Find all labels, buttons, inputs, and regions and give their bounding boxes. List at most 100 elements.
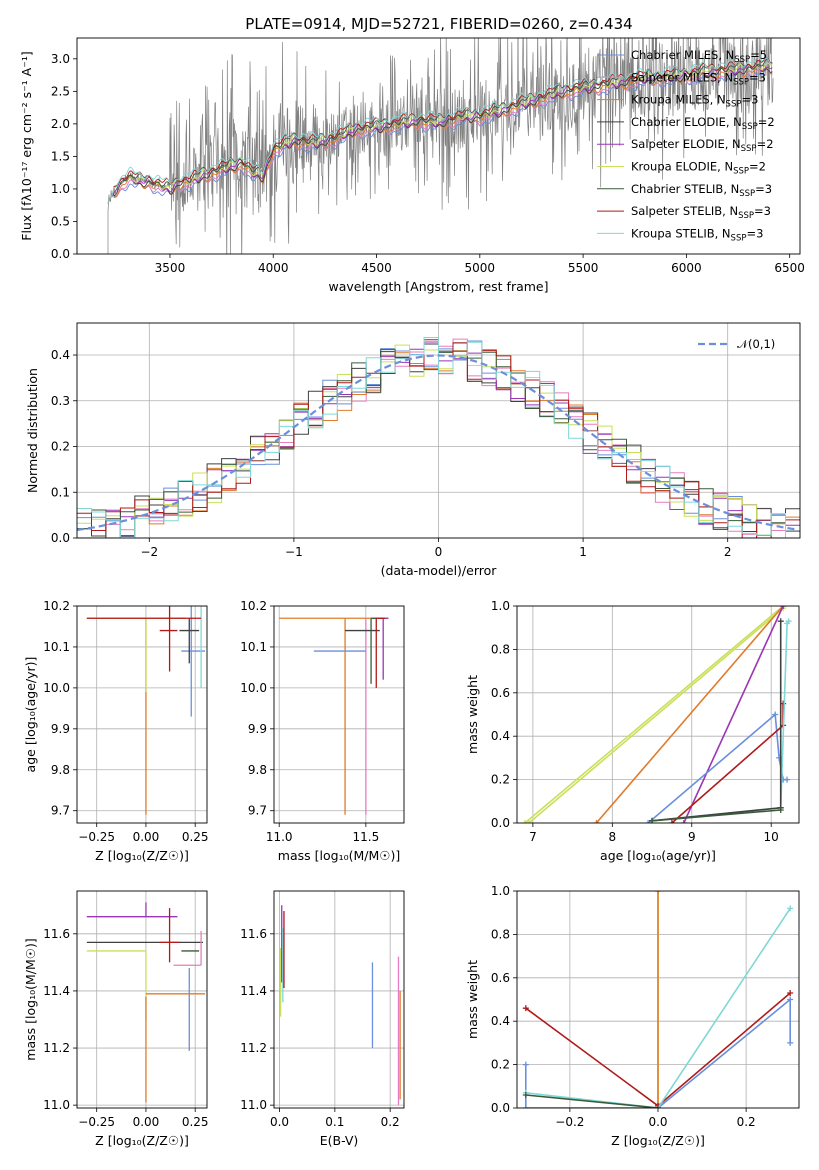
x-tick-label: 8	[609, 830, 617, 844]
y-tick-label: 0.6	[491, 686, 510, 700]
x-tick-label: −1	[285, 545, 303, 559]
x-axis-label: Z [log₁₀(Z/Z☉)]	[95, 1133, 189, 1148]
x-tick-label: −0.25	[78, 830, 115, 844]
y-axis-label: mass weight	[465, 960, 480, 1039]
y-tick-label: 0.0	[51, 531, 70, 545]
legend-label: Chabrier STELIB, NSSP=3	[631, 182, 772, 199]
x-tick-label: −0.2	[555, 1115, 584, 1129]
y-axis-label: age [log₁₀(age/yr)]	[23, 657, 38, 773]
x-tick-label: 3500	[155, 261, 186, 275]
mass-weight-marker	[525, 820, 532, 823]
mass_vs_Z-plot-area	[77, 891, 207, 1108]
mass-weight-line	[683, 606, 784, 823]
y-tick-label: 11.2	[43, 1041, 70, 1055]
mass_vs_ebv-axes: 0.0 0.1 0.2 11.0 11.2 11.4 11.6 E(B-V)	[240, 890, 405, 1148]
x-tick-label: 0.25	[182, 830, 209, 844]
x-tick-label: 1	[579, 545, 587, 559]
x-tick-label: 0.2	[381, 1115, 400, 1129]
mass-weight-marker	[780, 606, 787, 609]
legend-label: Kroupa ELODIE, NSSP=2	[631, 160, 766, 177]
spectrum-legend: Chabrier MILES, NSSP=5 Salpeter MILES, NS…	[597, 48, 775, 243]
mass-weight-marker	[655, 891, 661, 894]
y-tick-label: 9.8	[248, 763, 267, 777]
massweight_vs_age-frame	[516, 605, 800, 824]
y-tick-label: 3.0	[51, 52, 70, 66]
mass-weight-marker	[787, 996, 794, 1003]
massweight_vs_Z-frame	[516, 890, 800, 1109]
y-tick-label: 11.6	[240, 927, 267, 941]
age_vs_mass-axes: 11.0 11.5 9.7 9.8 9.9 10.0 10.1 10.2 mass [log₁₀…	[240, 599, 405, 863]
x-axis-label: mass [log₁₀(M/M☉)]	[278, 848, 400, 863]
y-tick-label: 0.4	[491, 1014, 510, 1028]
y-tick-label: 9.9	[51, 722, 70, 736]
legend-label: Salpeter MILES, NSSP=3	[631, 70, 766, 87]
mass-weight-marker	[787, 989, 794, 996]
mass-weight-line	[651, 809, 781, 822]
x-tick-label: 4500	[361, 261, 392, 275]
x-axis-label: wavelength [Angstrom, rest frame]	[328, 279, 548, 294]
mass-weight-marker	[772, 711, 779, 718]
mass-weight-marker	[521, 820, 528, 823]
age_vs_mass-plot-area	[274, 606, 404, 823]
massweight_vs_Z-plot-area	[517, 891, 799, 1108]
mass_vs_ebv-plot-area	[274, 891, 404, 1108]
mass_vs_Z-axes: −0.25 0.00 0.25 11.0 11.2 11.4 11.6 Z [log₁₀(Z/…	[23, 890, 209, 1148]
legend-label: Chabrier ELODIE, NSSP=2	[631, 115, 775, 132]
errorbar-point	[370, 617, 377, 684]
y-tick-label: 10.0	[43, 681, 70, 695]
legend-label: Kroupa MILES, NSSP=3	[631, 93, 758, 110]
y-axis-label: mass weight	[465, 675, 480, 754]
errorbar-point	[375, 617, 385, 688]
y-tick-label: 11.0	[240, 1098, 267, 1112]
age_vs_Z-axes: −0.25 0.00 0.25 9.7 9.8 9.9 10.0 10.1 10.2 Z [log…	[23, 599, 209, 863]
legend-label: Chabrier MILES, NSSP=5	[631, 48, 767, 65]
x-tick-label: 0.0	[270, 1115, 289, 1129]
x-tick-label: 9	[688, 830, 696, 844]
residuals-frame	[76, 322, 801, 539]
normal-reference-curve	[77, 354, 798, 532]
mass-weight-line	[525, 907, 791, 1108]
mass_vs_Z-frame	[76, 890, 208, 1109]
y-tick-label: 10.1	[43, 640, 70, 654]
mass-weight-marker	[668, 820, 675, 823]
y-tick-label: 11.4	[240, 984, 267, 998]
mass-weight-marker	[777, 806, 784, 813]
y-tick-label: 0.1	[51, 485, 70, 499]
y-axis-label: mass [log₁₀(M/M☉)]	[23, 938, 38, 1060]
mass-weight-line	[651, 621, 782, 822]
y-tick-label: 9.7	[248, 804, 267, 818]
x-tick-label: 0.25	[182, 1115, 209, 1129]
x-tick-label: 0.1	[325, 1115, 344, 1129]
spectrum-data-line	[107, 38, 774, 254]
y-tick-label: 0.4	[51, 348, 70, 362]
mass-weight-marker	[522, 1061, 529, 1068]
spectrum-axes: 3500 4000 4500 5000 5500 6000 6500 0.0 0.5 1.0 1.5…	[19, 37, 805, 294]
x-tick-label: 11.0	[266, 830, 293, 844]
y-tick-label: 0.4	[491, 729, 510, 743]
y-tick-label: 0.8	[491, 927, 510, 941]
x-tick-label: 0.00	[133, 1115, 160, 1129]
errorbar-point	[86, 617, 180, 692]
y-tick-label: 2.0	[51, 117, 70, 131]
mass-weight-marker	[787, 1039, 794, 1046]
x-axis-label: E(B-V)	[320, 1133, 359, 1148]
x-tick-label: 0.0	[648, 1115, 667, 1129]
residuals-legend: 𝒩(0,1)	[698, 337, 775, 351]
mass-weight-marker	[680, 820, 687, 823]
y-tick-label: 0.2	[491, 773, 510, 787]
legend-label: 𝒩(0,1)	[737, 337, 775, 351]
mass-weight-marker	[785, 618, 792, 625]
x-tick-label: 5000	[465, 261, 496, 275]
mass-weight-line	[525, 1094, 659, 1108]
y-tick-label: 0.0	[491, 1101, 510, 1115]
x-tick-label: 2	[724, 545, 732, 559]
mass-weight-marker	[645, 820, 652, 823]
y-tick-label: 0.6	[491, 971, 510, 985]
y-tick-label: 10.2	[43, 599, 70, 613]
y-tick-label: 0.0	[51, 247, 70, 261]
y-tick-label: 9.7	[51, 804, 70, 818]
age_vs_mass-frame	[273, 605, 405, 824]
y-tick-label: 10.1	[240, 640, 267, 654]
y-tick-label: 0.3	[51, 394, 70, 408]
legend-label: Salpeter STELIB, NSSP=3	[631, 204, 771, 221]
